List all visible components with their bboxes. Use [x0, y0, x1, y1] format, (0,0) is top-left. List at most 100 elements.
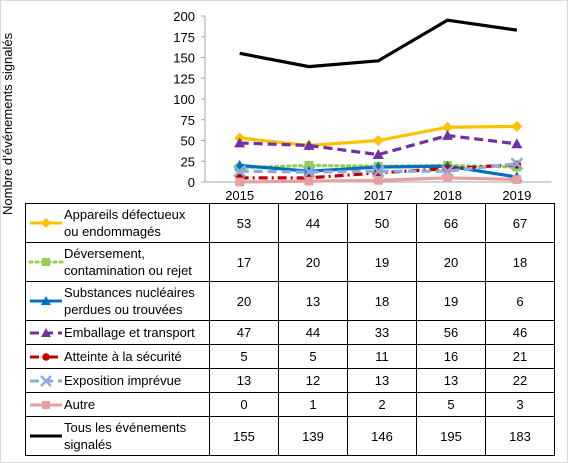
table-cell: 33 [347, 320, 417, 345]
data-point [234, 137, 246, 148]
row-label-line: Exposition imprévue [64, 373, 182, 388]
row-label-line: Autre [64, 397, 96, 412]
table-cell: 46 [485, 320, 555, 345]
table-cell: 20 [416, 242, 486, 282]
legend-key-marker [42, 400, 50, 409]
row-label: Exposition imprévue [26, 372, 209, 389]
legend-key-marker [42, 258, 50, 266]
legend-key-marker [42, 352, 50, 361]
y-tick-label: 0 [188, 175, 195, 190]
y-tick-label: 175 [173, 30, 195, 45]
series-line [239, 18, 518, 69]
legend-key [30, 374, 62, 387]
table-cell: 19 [347, 242, 417, 282]
table-row: Emballage et transport 47 44 33 56 46 [25, 320, 555, 345]
data-point [443, 173, 452, 183]
row-label: Tous les événements signalés [26, 419, 209, 453]
table-cell: 18 [485, 242, 555, 282]
data-point [235, 177, 245, 187]
table-cell: 146 [347, 416, 417, 456]
data-point [233, 164, 247, 178]
data-table: Appareils défectueux ou endommagés 53 44 50 6… [25, 203, 555, 456]
legend-key [30, 296, 62, 305]
table-cell: 5 [278, 344, 348, 369]
row-label-line: Appareils défectueux [64, 207, 186, 222]
table-row: Exposition imprévue 13 12 13 13 22 [25, 368, 555, 393]
table-cell: 195 [416, 416, 486, 456]
table-cell: 66 [416, 203, 486, 243]
row-label-line: ou endommagés [64, 224, 161, 239]
table-cell: 155 [209, 416, 279, 456]
table-cell: 3 [485, 392, 555, 417]
x-tick-label: 2015 [225, 188, 254, 203]
data-point [511, 138, 523, 149]
row-label-cell: Appareils défectueux ou endommagés [25, 203, 210, 243]
series-line [239, 133, 518, 157]
legend-key-marker-stroke-b [40, 374, 52, 387]
data-point [302, 165, 316, 179]
y-tick-label: 150 [173, 51, 195, 66]
data-point-stroke-b [233, 164, 247, 178]
row-label: Appareils défectueux ou endommagés [26, 206, 209, 240]
row-label-cell: Déversement, contamination ou rejet [25, 242, 210, 282]
table-cell: 5 [416, 392, 486, 417]
table-cell: 67 [485, 203, 555, 243]
series-0 [234, 120, 523, 151]
row-label-line: Substances nucléaires [64, 285, 195, 300]
line-chart: 0 25 50 75 100 125 150 175 200 2015 2016 2017 2018 20… [173, 9, 552, 203]
table-cell: 13 [347, 368, 417, 393]
data-point-stroke-b [302, 165, 316, 179]
row-label-cell: Autre [25, 392, 210, 417]
table-cell: 19 [416, 281, 486, 321]
row-label-cell: Emballage et transport [25, 320, 210, 345]
row-label-line: Déversement, [64, 246, 145, 261]
legend-key-marker [41, 218, 51, 228]
x-tick-label: 2019 [502, 188, 531, 203]
y-tick-label: 50 [181, 134, 195, 149]
series-5 [233, 157, 524, 179]
row-label: Déversement, contamination ou rejet [26, 245, 209, 279]
table-cell: 50 [347, 203, 417, 243]
table-cell: 12 [278, 368, 348, 393]
table-cell: 0 [209, 392, 279, 417]
legend-key-marker [41, 327, 51, 337]
data-point [371, 164, 385, 178]
row-label-line: Tous les événements [64, 420, 187, 435]
row-label-text: Emballage et transport [64, 324, 209, 341]
data-point [373, 175, 383, 185]
legend-key [30, 218, 62, 228]
table-cell: 6 [485, 281, 555, 321]
data-point [372, 135, 384, 146]
data-point [511, 120, 523, 132]
data-point [510, 157, 524, 171]
data-point-stroke-b [510, 157, 524, 171]
table-row: Atteinte à la sécurité 5 5 11 16 21 [25, 344, 555, 369]
table-cell: 44 [278, 203, 348, 243]
row-label-text: Appareils défectueux ou endommagés [64, 206, 209, 240]
data-point [372, 149, 384, 160]
table-cell: 139 [278, 416, 348, 456]
x-tick-label: 2018 [433, 188, 462, 203]
table-row: Appareils défectueux ou endommagés 53 44 50 6… [25, 203, 555, 243]
table-cell: 20 [278, 242, 348, 282]
table-cell: 21 [485, 344, 555, 369]
table-cell: 2 [347, 392, 417, 417]
table-cell: 11 [347, 344, 417, 369]
row-label-line: Emballage et transport [64, 325, 195, 340]
y-tick-label: 200 [173, 9, 195, 24]
table-cell: 17 [209, 242, 279, 282]
table-cell: 1 [278, 392, 348, 417]
data-table-body: Appareils défectueux ou endommagés 53 44 50 6… [25, 203, 555, 456]
table-cell: 5 [209, 344, 279, 369]
legend-key [30, 327, 62, 337]
row-label-cell: Substances nucléaires perdues ou trouvées [25, 281, 210, 321]
x-tick-label: 2016 [294, 188, 323, 203]
y-tick-label: 125 [173, 71, 195, 86]
row-label-cell: Tous les événements signalés [25, 416, 210, 456]
row-label-text: Déversement, contamination ou rejet [64, 245, 209, 279]
row-label-text: Atteinte à la sécurité [64, 348, 209, 365]
row-label: Substances nucléaires perdues ou trouvées [26, 284, 209, 318]
row-label-cell: Atteinte à la sécurité [25, 344, 210, 369]
series-line [239, 162, 518, 174]
series-6 [235, 173, 522, 187]
